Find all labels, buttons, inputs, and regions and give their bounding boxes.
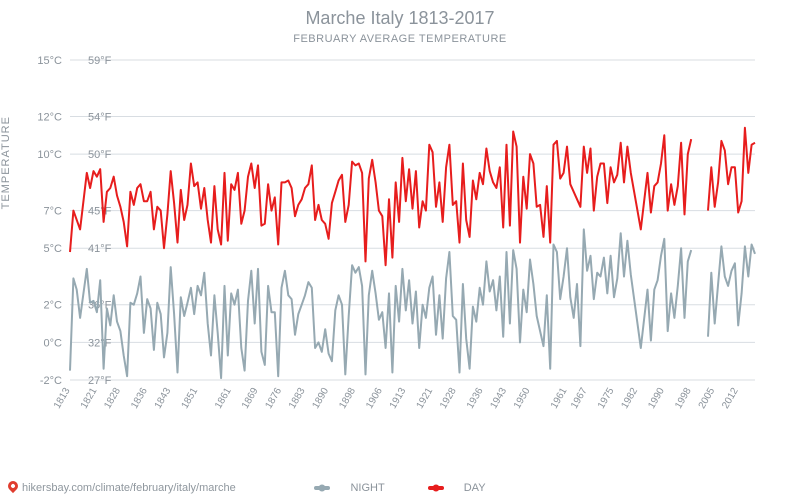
svg-text:10°C: 10°C [37,149,62,161]
legend-night: NIGHT [304,482,394,494]
svg-text:1876: 1876 [263,386,284,411]
svg-text:12°C: 12°C [37,111,62,123]
svg-text:5°C: 5°C [44,243,63,255]
y-axis-label: TEMPERATURE [0,116,12,209]
footer-attribution: hikersbay.com/climate/february/italy/mar… [8,481,236,494]
svg-text:1982: 1982 [619,386,640,411]
svg-text:1843: 1843 [153,386,174,411]
svg-text:1913: 1913 [388,386,409,411]
chart-container: Marche Italy 1813-2017 FEBRUARY AVERAGE … [0,0,800,500]
svg-text:32°F: 32°F [88,337,112,349]
svg-text:0°C: 0°C [44,337,63,349]
svg-text:1928: 1928 [438,386,459,411]
svg-text:7°C: 7°C [44,206,63,218]
svg-text:54°F: 54°F [88,111,112,123]
legend-day: DAY [418,482,496,494]
svg-text:45°F: 45°F [88,206,112,218]
svg-text:1861: 1861 [213,386,234,411]
chart-title: Marche Italy 1813-2017 [0,0,800,29]
svg-text:1967: 1967 [569,386,590,411]
svg-text:1921: 1921 [415,386,436,411]
svg-text:1821: 1821 [79,386,100,411]
svg-text:50°F: 50°F [88,149,112,161]
svg-text:59°F: 59°F [88,55,112,67]
svg-text:1869: 1869 [240,386,261,411]
svg-text:1883: 1883 [287,386,308,411]
chart-svg: -2°C27°F0°C32°F2°C36°F5°C41°F7°C45°F10°C… [70,55,770,425]
svg-text:1943: 1943 [488,386,509,411]
svg-text:1950: 1950 [512,386,533,411]
plot-area: -2°C27°F0°C32°F2°C36°F5°C41°F7°C45°F10°C… [70,55,770,425]
svg-text:27°F: 27°F [88,375,112,387]
svg-text:1836: 1836 [129,386,150,411]
svg-text:-2°C: -2°C [40,375,62,387]
svg-text:15°C: 15°C [37,55,62,67]
svg-text:1936: 1936 [465,386,486,411]
svg-text:1890: 1890 [311,386,332,411]
svg-text:1828: 1828 [102,386,123,411]
svg-text:1975: 1975 [596,386,617,411]
svg-text:1990: 1990 [646,386,667,411]
svg-text:1906: 1906 [364,386,385,411]
svg-text:1998: 1998 [673,386,694,411]
svg-text:2012: 2012 [720,386,741,411]
svg-text:1898: 1898 [337,386,358,411]
pin-icon [6,479,20,493]
svg-text:1813: 1813 [52,386,73,411]
svg-text:1961: 1961 [549,386,570,411]
svg-text:2°C: 2°C [44,300,63,312]
svg-text:41°F: 41°F [88,243,112,255]
legend-swatch-night [314,486,330,490]
svg-text:1851: 1851 [180,386,201,411]
legend-swatch-day [428,486,444,490]
chart-subtitle: FEBRUARY AVERAGE TEMPERATURE [0,29,800,45]
svg-text:2005: 2005 [697,386,718,411]
